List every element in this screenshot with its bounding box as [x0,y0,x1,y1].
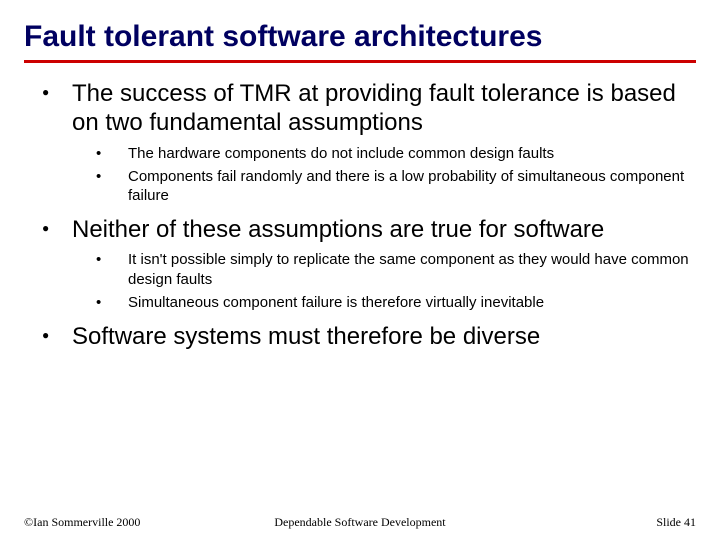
bullet-3-text: Software systems must therefore be diver… [72,323,540,350]
bullet-3: Software systems must therefore be diver… [30,322,696,351]
footer-title: Dependable Software Development [274,515,445,530]
bullet-list: The success of TMR at providing fault to… [30,79,696,351]
slide-title: Fault tolerant software architectures [24,20,696,63]
bullet-2: Neither of these assumptions are true fo… [30,215,696,312]
bullet-1-sub-1: The hardware components do not include c… [72,144,696,163]
bullet-2-sub-1: It isn't possible simply to replicate th… [72,250,696,288]
bullet-1-sub-2: Components fail randomly and there is a … [72,167,696,205]
footer: ©Ian Sommerville 2000 Dependable Softwar… [24,515,696,530]
bullet-2-text: Neither of these assumptions are true fo… [72,216,604,243]
bullet-2-sub-2: Simultaneous component failure is theref… [72,293,696,312]
bullet-1-sublist: The hardware components do not include c… [72,144,696,206]
footer-copyright: ©Ian Sommerville 2000 [24,515,140,530]
footer-slide-number: Slide 41 [656,515,696,530]
bullet-1: The success of TMR at providing fault to… [30,79,696,205]
slide-body: The success of TMR at providing fault to… [24,79,696,351]
bullet-2-sublist: It isn't possible simply to replicate th… [72,250,696,312]
bullet-1-text: The success of TMR at providing fault to… [72,80,676,136]
slide: Fault tolerant software architectures Th… [0,0,720,540]
